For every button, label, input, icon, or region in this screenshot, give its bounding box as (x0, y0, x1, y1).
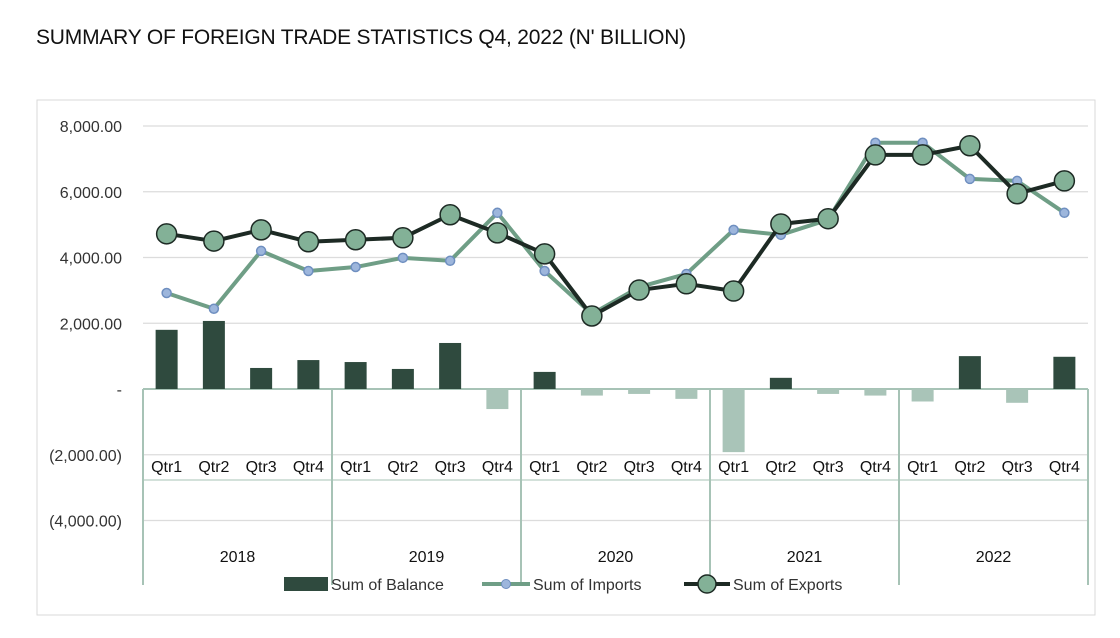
balance-bar (628, 389, 651, 394)
exports-marker (911, 144, 934, 166)
y-tick-label: (2,000.00) (49, 448, 122, 465)
quarter-label: Qtr4 (293, 459, 324, 476)
quarter-label: Qtr2 (387, 459, 418, 476)
legend: Sum of Balance Sum of Imports Sum of Expor… (284, 574, 842, 594)
quarter-label: Qtr3 (246, 459, 277, 476)
imports-marker (350, 261, 361, 273)
balance-bar (769, 377, 792, 389)
imports-marker (208, 303, 220, 315)
balance-bar (675, 389, 698, 399)
year-label: 2018 (220, 549, 256, 566)
balance-bar (155, 329, 178, 389)
imports-marker (444, 255, 456, 267)
exports-marker (392, 227, 414, 249)
y-tick-label: 6,000.00 (60, 185, 122, 202)
quarter-label: Qtr3 (624, 459, 655, 476)
balance-bar (202, 320, 225, 389)
exports-marker (628, 279, 650, 301)
balance-bar (1053, 356, 1076, 389)
exports-marker (297, 230, 320, 253)
year-label: 2022 (976, 549, 1012, 566)
exports-marker (770, 213, 792, 235)
y-tick-label: (4,000.00) (49, 514, 122, 531)
imports-marker (492, 207, 503, 219)
exports-marker (959, 134, 981, 157)
chart-title: SUMMARY OF FOREIGN TRADE STATISTICS Q4, … (36, 26, 686, 49)
quarter-label: Qtr1 (151, 459, 182, 476)
legend-label-imports: Sum of Imports (533, 577, 641, 594)
quarter-label: Qtr3 (813, 459, 844, 476)
quarter-label: Qtr4 (1049, 459, 1080, 476)
imports-marker (255, 245, 267, 257)
imports-line (165, 140, 1066, 317)
balance-bar (344, 362, 367, 389)
y-tick-label: 8,000.00 (60, 119, 122, 136)
quarter-label: Qtr4 (482, 459, 513, 476)
quarter-label: Qtr1 (529, 459, 560, 476)
legend-label-exports: Sum of Exports (733, 577, 842, 594)
exports-marker (344, 228, 367, 251)
exports-marker (203, 230, 225, 252)
balance-bar (1006, 389, 1029, 403)
balance-bar (297, 360, 320, 389)
exports-marker (533, 243, 556, 265)
balance-bar (391, 368, 414, 389)
imports-marker (539, 265, 550, 277)
exports-marker (817, 207, 839, 230)
exports-marker (155, 223, 178, 245)
imports-marker (303, 265, 314, 277)
balance-bar (439, 342, 462, 389)
quarter-label: Qtr1 (907, 459, 938, 476)
legend-marker-exports (697, 574, 717, 594)
quarter-label: Qtr2 (576, 459, 607, 476)
quarter-label: Qtr4 (671, 459, 702, 476)
year-label: 2019 (409, 549, 445, 566)
year-label: 2021 (787, 549, 823, 566)
exports-marker (675, 273, 698, 295)
exports-marker (722, 280, 745, 302)
exports-marker (1006, 182, 1028, 205)
balance-bar (580, 389, 603, 396)
year-label: 2020 (598, 549, 634, 566)
imports-marker (1059, 207, 1070, 219)
exports-line (166, 143, 1065, 319)
quarter-label: Qtr2 (954, 459, 985, 476)
balance-bar (486, 389, 509, 410)
balance-bar (817, 389, 840, 394)
y-tick-label: - (117, 382, 122, 399)
exports-marker (439, 204, 461, 226)
quarter-label: Qtr3 (1002, 459, 1033, 476)
quarter-label: Qtr2 (765, 459, 796, 476)
exports-marker (581, 305, 603, 327)
y-tick-label: 2,000.00 (60, 316, 122, 333)
imports-marker (728, 224, 739, 236)
exports-marker (864, 144, 887, 166)
quarter-label: Qtr1 (340, 459, 371, 476)
balance-bar (533, 371, 556, 389)
imports-marker (397, 252, 409, 264)
legend-marker-imports (501, 579, 511, 589)
balance-bar (864, 389, 887, 396)
quarter-label: Qtr4 (860, 459, 891, 476)
chart-border (36, 99, 1096, 616)
quarter-label: Qtr2 (198, 459, 229, 476)
balance-bar (958, 356, 981, 389)
legend-label-balance: Sum of Balance (331, 577, 444, 594)
exports-marker (250, 219, 272, 241)
legend-swatch-balance (284, 577, 328, 591)
imports-marker (964, 173, 976, 185)
exports-marker (486, 222, 509, 244)
exports-marker (1053, 170, 1076, 192)
y-tick-label: 4,000.00 (60, 251, 122, 268)
balance-bar (250, 367, 273, 389)
quarter-label: Qtr3 (435, 459, 466, 476)
balance-bar (911, 389, 934, 402)
imports-marker (161, 287, 172, 299)
quarter-label: Qtr1 (718, 459, 749, 476)
balance-bar (722, 389, 745, 453)
